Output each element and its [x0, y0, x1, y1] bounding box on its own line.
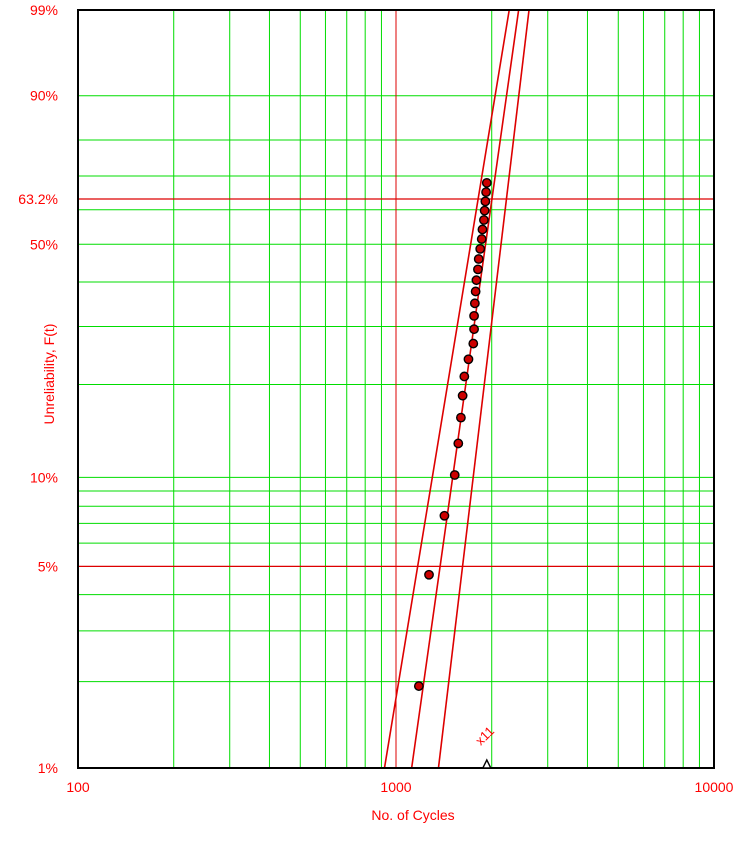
data-point — [457, 390, 468, 401]
x-tick-label: 100 — [66, 779, 90, 795]
suspension-label: x11 — [472, 723, 497, 748]
data-point — [453, 438, 464, 449]
data-points: x11 — [413, 177, 497, 769]
plot-frame — [77, 9, 715, 769]
data-point — [469, 298, 480, 309]
tick-labels: 100 1000 10000 1% 5% 10% 50% 63.2% 90% 99% — [18, 2, 733, 795]
data-point — [470, 286, 481, 297]
data-point — [480, 196, 491, 207]
y-tick-label: 90% — [30, 88, 58, 104]
data-point — [468, 338, 479, 349]
y-tick-label: 63.2% — [18, 191, 58, 207]
data-point — [469, 324, 479, 335]
fit-lines — [383, 10, 530, 768]
x-tick-label: 10000 — [695, 779, 734, 795]
data-point — [475, 243, 486, 254]
data-point — [479, 215, 489, 225]
data-point — [469, 310, 479, 321]
data-point — [456, 412, 466, 423]
data-point — [479, 205, 490, 216]
fit-line — [410, 10, 520, 768]
data-point — [473, 264, 483, 275]
grid-lines — [77, 10, 715, 768]
plot-border — [77, 9, 715, 769]
fit-line — [437, 10, 530, 768]
data-point — [477, 224, 488, 235]
data-point — [439, 510, 450, 521]
y-axis-label: Unreliability, F(t) — [41, 324, 57, 425]
data-point — [413, 681, 424, 691]
x-axis-label: No. of Cycles — [371, 807, 454, 823]
y-tick-label: 50% — [30, 236, 58, 252]
suspension-marker — [481, 758, 492, 769]
fit-line — [383, 10, 511, 768]
data-point — [463, 354, 474, 365]
y-tick-label: 10% — [30, 469, 58, 485]
data-point — [424, 569, 434, 580]
y-tick-label: 1% — [38, 760, 58, 776]
data-point — [481, 187, 491, 198]
data-point — [449, 470, 460, 480]
y-tick-label: 5% — [38, 558, 58, 574]
data-point — [473, 254, 484, 264]
data-point — [481, 177, 492, 188]
data-point — [471, 275, 482, 286]
data-point — [459, 371, 470, 382]
x-tick-label: 1000 — [380, 779, 411, 795]
y-tick-label: 99% — [30, 2, 58, 18]
data-point — [476, 234, 487, 244]
